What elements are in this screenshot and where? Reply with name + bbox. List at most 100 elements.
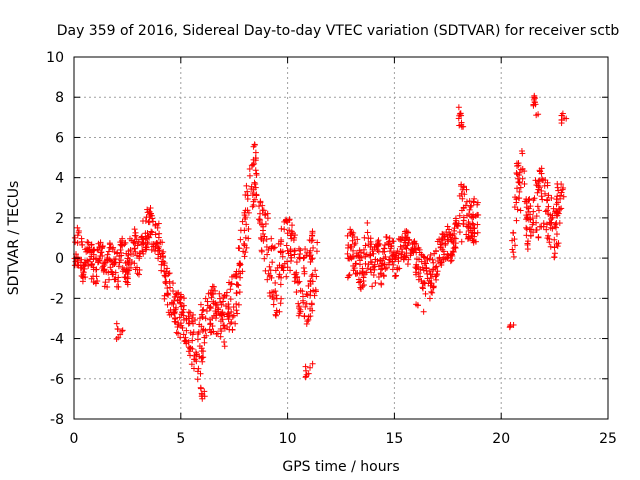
- data-point: [352, 240, 359, 247]
- data-point: [165, 290, 172, 297]
- data-point: [530, 197, 537, 204]
- data-point: [95, 258, 102, 265]
- data-point: [307, 247, 314, 254]
- data-point: [146, 213, 153, 220]
- data-point: [140, 239, 147, 246]
- data-point: [308, 301, 315, 308]
- data-point: [222, 303, 229, 310]
- data-point: [221, 343, 228, 350]
- data-point: [297, 306, 304, 313]
- data-point: [147, 231, 154, 238]
- data-point: [458, 207, 465, 214]
- y-tick-label: -8: [50, 412, 64, 428]
- data-point: [72, 239, 79, 246]
- data-point: [370, 264, 377, 271]
- data-point: [227, 320, 234, 327]
- data-point: [416, 246, 423, 253]
- data-point: [252, 149, 259, 156]
- data-point: [533, 219, 540, 226]
- data-point: [296, 254, 303, 261]
- data-point: [547, 243, 554, 250]
- data-point: [260, 207, 267, 214]
- data-point: [354, 269, 361, 276]
- data-point: [514, 185, 521, 192]
- data-point: [121, 241, 128, 248]
- data-point: [199, 358, 206, 365]
- data-point: [536, 184, 543, 191]
- data-point: [242, 249, 249, 256]
- data-point: [243, 244, 250, 251]
- data-point: [226, 279, 233, 286]
- data-point: [126, 257, 133, 264]
- data-point: [381, 245, 388, 252]
- data-point: [553, 231, 560, 238]
- data-point: [156, 230, 163, 237]
- data-point: [185, 313, 192, 320]
- data-point: [271, 244, 278, 251]
- data-point: [176, 314, 183, 321]
- data-point: [131, 226, 138, 233]
- data-point: [160, 248, 167, 255]
- data-point: [510, 249, 517, 256]
- data-point: [563, 115, 570, 122]
- data-point: [111, 276, 118, 283]
- data-point: [270, 301, 277, 308]
- data-point: [106, 276, 113, 283]
- data-point: [210, 312, 217, 319]
- data-point: [198, 393, 205, 400]
- data-point: [451, 244, 458, 251]
- data-point: [375, 273, 382, 280]
- data-point: [309, 237, 316, 244]
- data-point: [510, 321, 517, 328]
- data-point: [374, 247, 381, 254]
- data-point: [452, 244, 459, 251]
- data-point: [173, 329, 180, 336]
- data-point: [542, 208, 549, 215]
- data-point: [558, 189, 565, 196]
- data-point: [236, 262, 243, 269]
- data-point: [200, 306, 207, 313]
- data-point: [74, 224, 81, 231]
- data-point: [559, 110, 566, 117]
- data-point: [429, 289, 436, 296]
- data-point: [455, 223, 462, 230]
- data-point: [109, 245, 116, 252]
- x-axis-label: GPS time / hours: [282, 459, 399, 475]
- data-point: [124, 281, 131, 288]
- data-point: [457, 110, 464, 117]
- data-point: [281, 260, 288, 267]
- data-point: [555, 205, 562, 212]
- data-point: [162, 273, 169, 280]
- data-point: [240, 240, 247, 247]
- data-point: [105, 248, 112, 255]
- data-point: [178, 303, 185, 310]
- data-point: [304, 318, 311, 325]
- data-point: [262, 220, 269, 227]
- data-point: [209, 323, 216, 330]
- data-point: [256, 203, 263, 210]
- data-point: [118, 328, 125, 335]
- data-point: [474, 211, 481, 218]
- data-point: [455, 104, 462, 111]
- data-point: [397, 236, 404, 243]
- data-point: [365, 261, 372, 268]
- data-point: [386, 248, 393, 255]
- data-point: [554, 209, 561, 216]
- data-point: [233, 289, 240, 296]
- data-point: [536, 168, 543, 175]
- data-point: [313, 248, 320, 255]
- data-point: [509, 246, 516, 253]
- data-point: [399, 248, 406, 255]
- data-point: [152, 221, 159, 228]
- data-point: [263, 243, 270, 250]
- data-point: [551, 244, 558, 251]
- data-point: [143, 244, 150, 251]
- data-point: [474, 229, 481, 236]
- data-point: [360, 278, 367, 285]
- data-point: [308, 237, 315, 244]
- data-point: [229, 313, 236, 320]
- data-point: [354, 236, 361, 243]
- data-point: [469, 214, 476, 221]
- data-point: [372, 256, 379, 263]
- data-point: [213, 330, 220, 337]
